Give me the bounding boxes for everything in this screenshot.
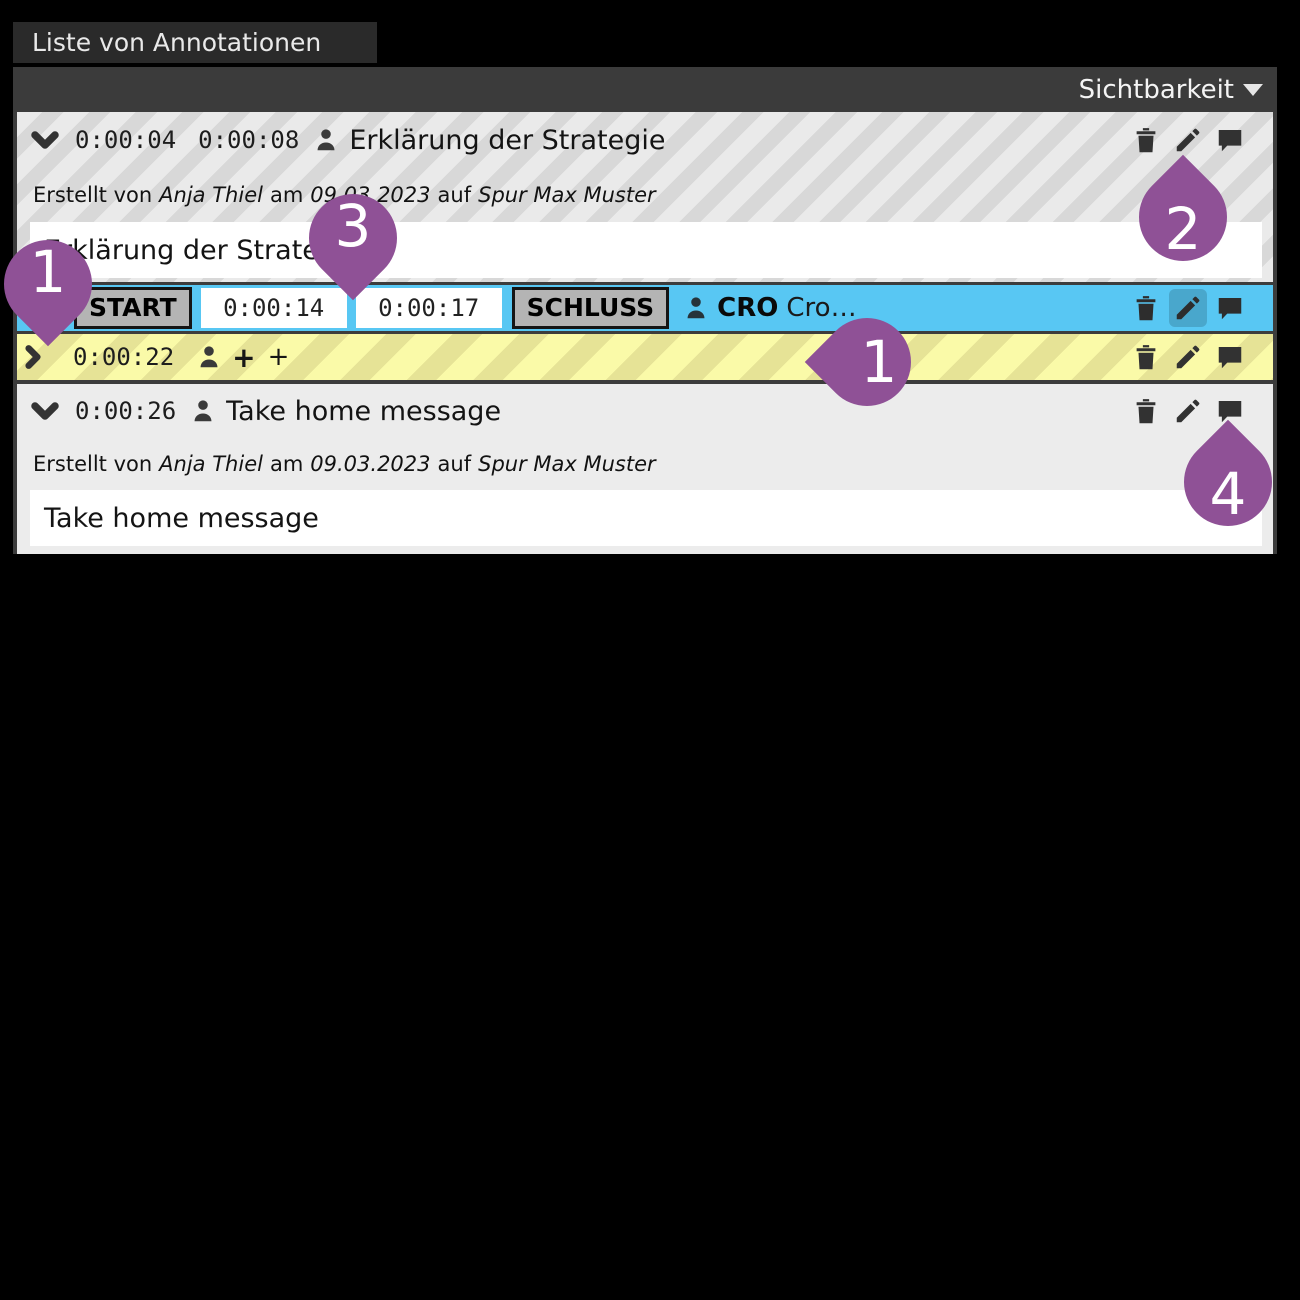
- annotation-row-3: 0:00:22 + +: [17, 334, 1273, 384]
- annotation-4-meta: Erstellt von Anja Thiel am 09.03.2023 au…: [17, 438, 1273, 490]
- meta-date: 09.03.2023: [310, 452, 431, 476]
- annotation-text-field[interactable]: Take home message: [30, 490, 1262, 546]
- trash-icon[interactable]: [1127, 121, 1165, 159]
- end-time-input[interactable]: 0:00:17: [355, 288, 502, 328]
- annotation-row-2: START 0:00:14 0:00:17 SCHLUSS CRO Cro…: [17, 282, 1273, 334]
- callout-marker-1a: 1: [0, 221, 111, 347]
- annotation-title-truncated: Cro…: [786, 293, 857, 323]
- annotation-1-meta: Erstellt von Anja Thiel am 09.03.2023 au…: [17, 168, 1273, 222]
- marker-plus-bold: +: [232, 340, 256, 374]
- meta-author: Anja Thiel: [159, 183, 263, 207]
- collapse-chevron-down-icon[interactable]: [29, 395, 61, 427]
- comment-icon[interactable]: [1211, 121, 1249, 159]
- row-actions: [1127, 392, 1249, 430]
- collapse-chevron-down-icon[interactable]: [29, 124, 61, 156]
- trash-icon[interactable]: [1127, 289, 1165, 327]
- visibility-dropdown-label[interactable]: Sichtbarkeit: [1078, 74, 1234, 105]
- start-time: 0:00:26: [75, 397, 177, 425]
- meta-created-by: Erstellt von: [33, 452, 153, 476]
- annotation-4-title-row: 0:00:26 Take home message: [17, 384, 1273, 438]
- annotation-text-value: Erklärung der Strategie: [44, 234, 361, 266]
- row-actions: [1127, 338, 1249, 376]
- annotation-list-header: Sichtbarkeit: [13, 67, 1277, 112]
- marker-plus: +: [267, 342, 290, 372]
- meta-track: Spur Max Muster: [478, 452, 656, 476]
- start-time: 0:00:04: [75, 126, 177, 154]
- annotation-title: Erklärung der Strategie: [349, 124, 666, 156]
- panel-tab[interactable]: Liste von Annotationen: [13, 22, 377, 63]
- row-actions: [1127, 121, 1249, 159]
- callout-number: 4: [1209, 460, 1247, 528]
- author-abbreviation: CRO: [717, 293, 779, 323]
- user-icon: [683, 295, 709, 321]
- annotation-text-value: Take home message: [44, 502, 319, 534]
- pencil-icon[interactable]: [1169, 121, 1207, 159]
- start-time: 0:00:22: [73, 343, 175, 371]
- meta-am: am: [269, 183, 304, 207]
- dropdown-arrow-icon[interactable]: [1243, 83, 1263, 96]
- annotation-list: 0:00:04 0:00:08 Erklärung der Strategie …: [13, 112, 1277, 554]
- annotation-row-1: 0:00:04 0:00:08 Erklärung der Strategie …: [17, 112, 1273, 282]
- annotation-1-title-row: 0:00:04 0:00:08 Erklärung der Strategie: [17, 112, 1273, 168]
- callout-number: 1: [860, 328, 898, 396]
- meta-am: am: [269, 452, 304, 476]
- comment-icon[interactable]: [1211, 338, 1249, 376]
- comment-icon[interactable]: [1211, 392, 1249, 430]
- trash-icon[interactable]: [1127, 338, 1165, 376]
- row-actions: [1127, 289, 1249, 327]
- comment-icon[interactable]: [1211, 289, 1249, 327]
- callout-number: 1: [29, 238, 67, 306]
- callout-marker-2: 2: [1120, 154, 1246, 280]
- user-icon: [313, 127, 339, 153]
- user-icon: [190, 398, 216, 424]
- meta-author: Anja Thiel: [159, 452, 263, 476]
- callout-marker-1b: 1: [804, 299, 930, 425]
- annotation-title: Take home message: [226, 395, 502, 427]
- annotation-text-field[interactable]: Erklärung der Strategie: [30, 222, 1262, 278]
- start-time-input[interactable]: 0:00:14: [200, 288, 347, 328]
- callout-marker-4: 4: [1165, 419, 1291, 545]
- callout-number: 2: [1164, 195, 1202, 263]
- pencil-icon[interactable]: [1169, 338, 1207, 376]
- meta-auf: auf: [437, 183, 472, 207]
- end-time: 0:00:08: [198, 126, 300, 154]
- pencil-icon[interactable]: [1169, 289, 1207, 327]
- expand-chevron-right-icon[interactable]: [17, 341, 49, 373]
- user-icon: [196, 344, 222, 370]
- set-end-button[interactable]: SCHLUSS: [511, 287, 670, 329]
- callout-marker-3: 3: [290, 175, 416, 301]
- callout-number: 3: [334, 192, 372, 260]
- meta-track: Spur Max Muster: [478, 183, 656, 207]
- annotation-row-4: 0:00:26 Take home message Erstellt von A…: [17, 384, 1273, 554]
- trash-icon[interactable]: [1127, 392, 1165, 430]
- meta-created-by: Erstellt von: [33, 183, 153, 207]
- meta-auf: auf: [437, 452, 472, 476]
- panel-tab-label: Liste von Annotationen: [32, 28, 322, 57]
- pencil-icon[interactable]: [1169, 392, 1207, 430]
